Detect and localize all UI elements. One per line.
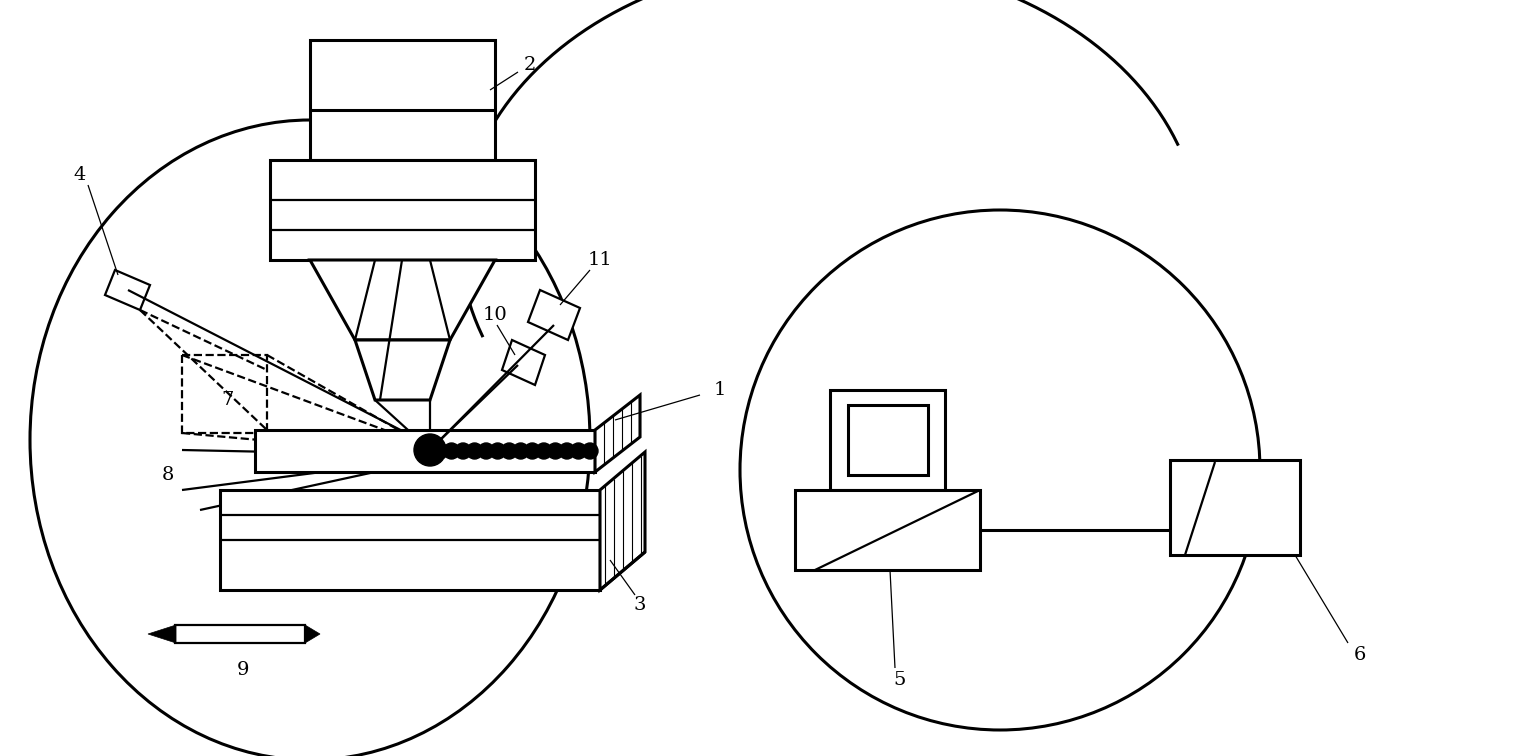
Circle shape bbox=[444, 443, 459, 459]
Circle shape bbox=[490, 443, 506, 459]
Text: 9: 9 bbox=[236, 661, 249, 679]
Text: 7: 7 bbox=[221, 391, 235, 409]
Circle shape bbox=[525, 443, 540, 459]
Circle shape bbox=[535, 443, 552, 459]
Text: 2: 2 bbox=[523, 56, 537, 74]
Polygon shape bbox=[502, 340, 544, 385]
Text: 1: 1 bbox=[714, 381, 726, 399]
Circle shape bbox=[454, 443, 471, 459]
Bar bbox=[175, 625, 305, 643]
Circle shape bbox=[502, 443, 517, 459]
Bar bbox=[1170, 460, 1299, 555]
Polygon shape bbox=[595, 395, 640, 472]
Circle shape bbox=[479, 443, 494, 459]
Polygon shape bbox=[355, 340, 450, 400]
Polygon shape bbox=[599, 452, 645, 590]
Polygon shape bbox=[105, 270, 149, 310]
Text: 10: 10 bbox=[482, 306, 508, 324]
Polygon shape bbox=[148, 625, 175, 643]
Circle shape bbox=[547, 443, 563, 459]
Circle shape bbox=[512, 443, 529, 459]
Text: 8: 8 bbox=[162, 466, 174, 484]
Bar bbox=[255, 430, 595, 472]
Circle shape bbox=[432, 443, 448, 459]
Bar bbox=[848, 405, 929, 475]
Text: 3: 3 bbox=[634, 596, 647, 614]
Text: 6: 6 bbox=[1354, 646, 1366, 664]
Circle shape bbox=[583, 443, 598, 459]
Polygon shape bbox=[310, 260, 496, 340]
Bar bbox=[830, 390, 946, 490]
Text: 11: 11 bbox=[587, 251, 613, 269]
Circle shape bbox=[570, 443, 587, 459]
Bar bbox=[310, 40, 496, 160]
Bar bbox=[270, 160, 535, 260]
Circle shape bbox=[467, 443, 482, 459]
Bar bbox=[795, 490, 981, 570]
Text: 5: 5 bbox=[894, 671, 906, 689]
Circle shape bbox=[560, 443, 575, 459]
Bar bbox=[181, 355, 267, 433]
Polygon shape bbox=[528, 290, 580, 340]
Polygon shape bbox=[305, 625, 320, 643]
Circle shape bbox=[413, 434, 445, 466]
Bar bbox=[220, 490, 599, 590]
Text: 4: 4 bbox=[73, 166, 87, 184]
